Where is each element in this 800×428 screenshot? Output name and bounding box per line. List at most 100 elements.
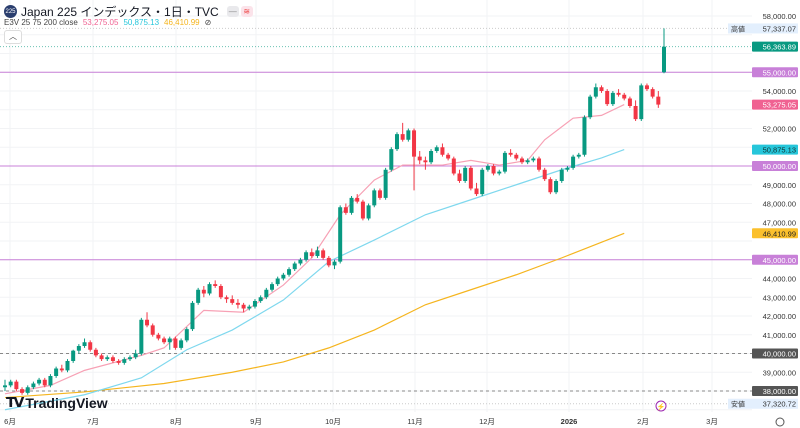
y-tick-label: 44,000.00 (763, 275, 796, 284)
level-label: 40,000.00 (763, 350, 796, 359)
ma25-value: 53,275.05 (82, 18, 119, 27)
candle (224, 295, 229, 303)
candle (616, 89, 621, 97)
candle (37, 377, 42, 386)
candle (99, 353, 104, 361)
level-label: 38,000.00 (763, 387, 796, 396)
candle (349, 196, 354, 215)
candle (105, 355, 110, 361)
hl-label-bg (728, 23, 798, 34)
candle-body (25, 387, 30, 393)
candle-body (417, 156, 422, 161)
candle-body (162, 338, 167, 343)
candle (304, 250, 309, 262)
level-label-bg (752, 386, 798, 396)
brand-name: TradingView (25, 394, 108, 411)
candle-body (150, 325, 155, 335)
candle-body (298, 259, 303, 264)
candle (400, 122, 405, 142)
candle-body (463, 167, 468, 181)
candle-body (423, 160, 428, 163)
candle-body (71, 350, 76, 361)
candle (275, 276, 280, 286)
candle-body (644, 85, 649, 90)
candle (110, 355, 115, 363)
candle-body (332, 261, 337, 266)
candle-body (207, 284, 212, 294)
candle (508, 149, 513, 157)
candle-body (622, 94, 627, 99)
eye-off-icon[interactable]: ⊘ (204, 18, 212, 27)
candle-body (190, 302, 195, 330)
candle (662, 28, 666, 74)
candle (593, 83, 598, 99)
indicator-legend[interactable]: E3V 25 75 200 close 53,275.05 50,875.13 … (4, 18, 211, 27)
symbol-title[interactable]: Japan 225 インデックス・1日・TVC (21, 5, 219, 19)
indicator-name: E3V 25 75 200 close (4, 18, 78, 27)
candle-body (605, 91, 610, 105)
candle (360, 199, 365, 221)
candle-body (218, 286, 223, 298)
candle (355, 194, 360, 204)
x-tick-label: 12月 (479, 417, 495, 426)
y-tick-label: 47,000.00 (763, 218, 796, 227)
minus-icon[interactable]: — (226, 6, 239, 17)
candle-body (145, 319, 150, 326)
candle (156, 332, 161, 341)
candle (8, 379, 13, 388)
candle-body (400, 134, 405, 140)
candle (627, 96, 632, 108)
candle (491, 164, 496, 176)
candle-body (656, 96, 661, 105)
candle (525, 158, 530, 165)
candle (582, 115, 587, 157)
candle-body (531, 158, 536, 161)
candle-body (406, 130, 411, 140)
candle-body (360, 201, 365, 219)
candle (287, 267, 292, 277)
candle-body (3, 385, 7, 388)
candle-body (446, 154, 451, 159)
last-price-label-bg (752, 41, 798, 52)
candle-body (599, 87, 604, 91)
candle-body (54, 368, 59, 376)
candle (542, 167, 547, 181)
flag-icon[interactable]: ≋ (240, 6, 253, 17)
candle-body (82, 342, 87, 346)
candle (145, 312, 150, 328)
candle (196, 287, 201, 305)
lightning-icon[interactable] (655, 400, 667, 412)
collapse-legend-button[interactable]: ︿ (4, 30, 22, 44)
candle-body (485, 166, 490, 170)
candle-body (639, 85, 644, 120)
candle-body (480, 169, 485, 195)
ma-price-label-bg (752, 144, 798, 155)
y-tick-label: 43,000.00 (763, 293, 796, 302)
candle (315, 246, 320, 258)
candle (82, 338, 87, 348)
candle (423, 156, 428, 170)
candle (366, 203, 371, 221)
candle-body (99, 355, 104, 360)
candle (48, 374, 53, 388)
candle-body (292, 263, 297, 270)
settings-icon[interactable] (775, 417, 785, 427)
candle (434, 145, 439, 153)
candle (252, 299, 257, 309)
candle (599, 85, 604, 93)
candle-body (542, 169, 547, 180)
y-tick-label: 48,000.00 (763, 200, 796, 209)
candle-body (429, 151, 434, 163)
candle (474, 182, 479, 196)
last-price-label: 56,363.89 (763, 43, 796, 52)
candle-body (167, 338, 172, 343)
x-tick-label: 2月 (637, 417, 649, 426)
candle (93, 347, 98, 358)
candle (309, 248, 314, 258)
candle (173, 336, 178, 350)
candle (605, 89, 610, 106)
candle-body (88, 342, 93, 350)
candle-body (633, 106, 638, 120)
